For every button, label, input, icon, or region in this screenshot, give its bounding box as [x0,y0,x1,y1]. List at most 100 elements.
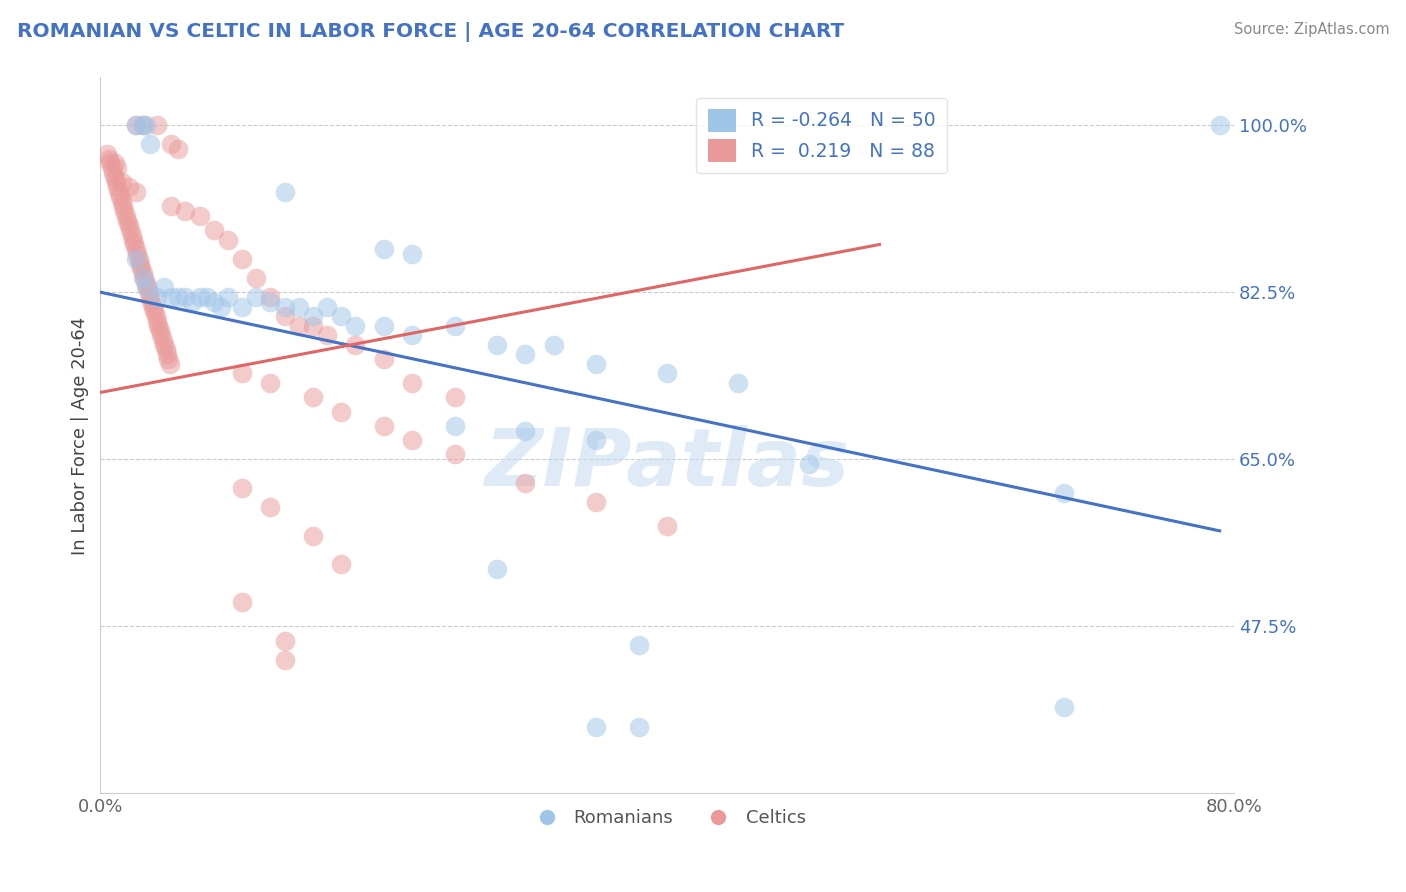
Point [146,290,169,304]
Point [159,357,181,371]
Point [153,337,176,351]
Point [231,481,253,495]
Point [118,180,141,194]
Point [98,156,121,170]
Point [543,337,565,351]
Point [156,347,179,361]
Point [401,433,423,447]
Point [160,199,183,213]
Point [655,367,678,381]
Point [373,352,395,367]
Point [515,476,537,491]
Point [100,161,122,175]
Point [125,242,148,256]
Point [135,276,157,290]
Point [727,376,749,390]
Point [245,290,267,304]
Point [443,448,465,462]
Point [330,309,353,323]
Point [401,376,423,390]
Point [167,290,190,304]
Point [302,318,325,333]
Point [302,528,325,542]
Point [155,343,177,357]
Point [148,318,170,333]
Point [107,185,129,199]
Point [101,166,124,180]
Point [143,304,166,318]
Point [259,290,281,304]
Point [132,266,155,280]
Point [273,633,295,648]
Point [188,290,211,304]
Point [231,595,253,609]
Point [153,280,176,294]
Point [146,314,169,328]
Point [105,180,128,194]
Point [585,433,607,447]
Point [135,118,157,132]
Point [111,199,134,213]
Point [655,519,678,533]
Text: Source: ZipAtlas.com: Source: ZipAtlas.com [1233,22,1389,37]
Point [202,294,225,309]
Point [134,271,156,285]
Point [114,204,136,219]
Point [245,271,267,285]
Point [181,294,204,309]
Point [273,309,295,323]
Point [104,176,127,190]
Point [259,294,281,309]
Point [443,318,465,333]
Point [287,300,309,314]
Point [209,300,232,314]
Point [259,500,281,514]
Point [132,118,155,132]
Point [125,252,148,266]
Point [160,290,183,304]
Point [121,227,143,242]
Point [124,237,146,252]
Point [231,300,253,314]
Point [217,233,239,247]
Point [195,290,218,304]
Point [627,639,650,653]
Point [103,156,125,170]
Point [373,242,395,256]
Point [231,252,253,266]
Point [373,318,395,333]
Point [160,137,183,152]
Point [287,318,309,333]
Point [486,337,509,351]
Point [141,294,163,309]
Point [344,337,367,351]
Point [344,318,367,333]
Legend: Romanians, Celtics: Romanians, Celtics [522,802,813,834]
Point [443,390,465,404]
Point [135,280,157,294]
Point [103,170,125,185]
Point [142,300,165,314]
Y-axis label: In Labor Force | Age 20-64: In Labor Force | Age 20-64 [72,317,89,555]
Point [273,300,295,314]
Point [146,118,169,132]
Point [157,352,180,367]
Point [129,256,152,270]
Point [486,562,509,576]
Point [401,328,423,343]
Point [132,118,155,132]
Point [302,309,325,323]
Point [797,457,820,471]
Text: ZIPatlas: ZIPatlas [485,425,849,503]
Point [401,247,423,261]
Point [273,653,295,667]
Point [259,376,281,390]
Point [110,176,132,190]
Point [302,390,325,404]
Point [128,252,150,266]
Point [1053,700,1076,714]
Point [1208,118,1230,132]
Point [585,719,607,733]
Point [105,161,128,175]
Point [585,495,607,509]
